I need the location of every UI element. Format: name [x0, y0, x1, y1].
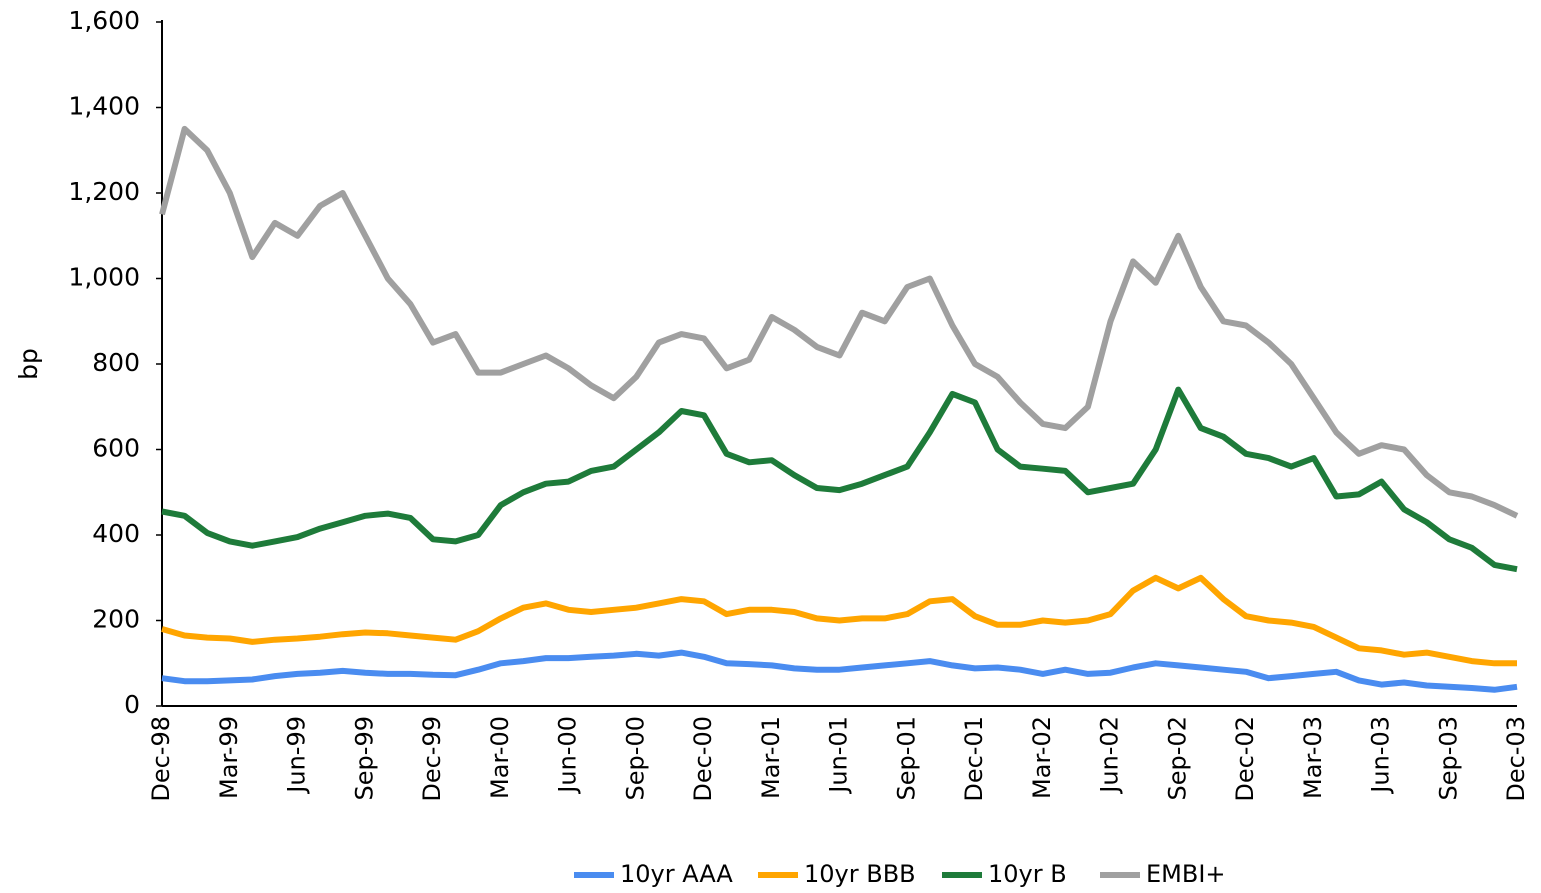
- y-tick-label: 800: [92, 348, 140, 377]
- x-tick-label: Mar-03: [1299, 716, 1327, 799]
- series-line: [161, 574, 1517, 667]
- y-tick-label: 600: [92, 434, 140, 463]
- y-tick-label: 1,000: [68, 263, 140, 292]
- x-tick-label: Jun-99: [283, 716, 311, 795]
- x-tick-label: Dec-99: [418, 716, 446, 802]
- x-tick-label: Jun-01: [825, 716, 853, 795]
- x-tick-label: Jun-02: [1096, 716, 1124, 795]
- legend-label: 10yr BBB: [804, 860, 916, 888]
- x-tick-label: Sep-01: [892, 716, 920, 800]
- y-axis-label: bp: [14, 348, 43, 380]
- x-tick-label: Sep-99: [350, 716, 378, 800]
- legend-label: 10yr AAA: [620, 860, 733, 888]
- y-tick-label: 1,400: [68, 92, 140, 121]
- x-tick-label: Mar-02: [1028, 716, 1056, 799]
- x-tick-label: Mar-99: [215, 716, 243, 799]
- x-tick-label: Jun-03: [1367, 716, 1395, 795]
- y-tick-label: 1,600: [68, 6, 140, 35]
- x-tick-label: Mar-00: [486, 716, 514, 799]
- x-tick-label: Dec-02: [1231, 716, 1259, 802]
- legend-label: 10yr B: [988, 860, 1067, 888]
- x-tick-label: Mar-01: [757, 716, 785, 799]
- x-tick-label: Dec-01: [960, 716, 988, 802]
- series-line: [161, 649, 1518, 693]
- y-tick-label: 0: [124, 690, 140, 719]
- y-tick-label: 1,200: [68, 177, 140, 206]
- x-tick-label: Sep-00: [621, 716, 649, 800]
- x-tick-label: Sep-02: [1163, 716, 1191, 800]
- x-tick-label: Sep-03: [1434, 716, 1462, 800]
- x-tick-label: Dec-03: [1502, 716, 1530, 802]
- legend-label: EMBI+: [1146, 860, 1226, 888]
- x-tick-label: Jun-00: [554, 716, 582, 795]
- series-line: [159, 125, 1519, 519]
- x-tick-label: Dec-98: [147, 716, 175, 802]
- y-tick-label: 200: [92, 605, 140, 634]
- y-tick-label: 400: [92, 519, 140, 548]
- x-tick-label: Dec-00: [689, 716, 717, 802]
- series-line: [161, 386, 1518, 573]
